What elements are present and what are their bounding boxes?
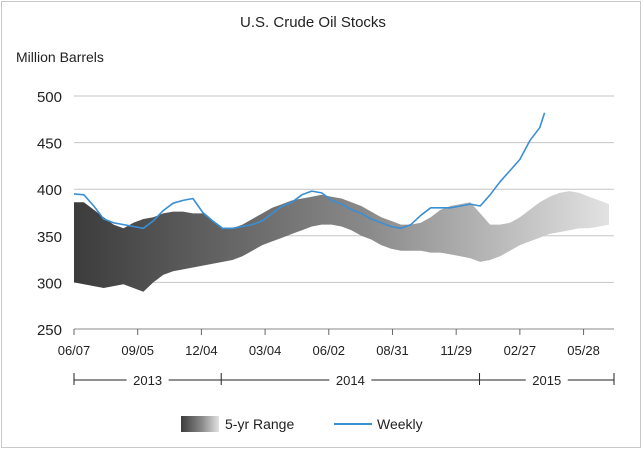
legend: 5-yr Range Weekly <box>181 416 423 432</box>
y-tick-label: 450 <box>37 136 62 153</box>
legend-range-swatch <box>181 416 219 432</box>
year-label: 2014 <box>336 373 365 388</box>
x-axis: 06/07 09/05 12/04 03/04 06/02 08/31 11/29 02/27… <box>58 329 600 358</box>
legend-range-label: 5-yr Range <box>225 416 294 432</box>
chart-title: U.S. Crude Oil Stocks <box>240 14 386 31</box>
y-tick-label: 400 <box>37 182 62 199</box>
x-tick-label: 06/02 <box>313 343 346 358</box>
year-label: 2015 <box>532 373 561 388</box>
x-tick-label: 06/07 <box>58 343 91 358</box>
five-year-range-band <box>74 191 609 292</box>
y-tick-label: 300 <box>37 275 62 292</box>
x-tick-label: 09/05 <box>121 343 154 358</box>
weekly-series-line <box>73 112 546 230</box>
x-tick-label: 08/31 <box>376 343 409 358</box>
plot-area <box>73 112 609 292</box>
y-tick-labels: 500 450 400 350 300 250 <box>37 89 62 339</box>
y-tick-label: 250 <box>37 322 62 339</box>
x-tick-label: 05/28 <box>567 343 600 358</box>
y-tick-label: 500 <box>37 89 62 106</box>
y-tick-label: 350 <box>37 229 62 246</box>
x-tick-label: 03/04 <box>249 343 282 358</box>
year-label: 2013 <box>133 373 162 388</box>
legend-weekly-label: Weekly <box>377 416 423 432</box>
y-axis-label: Million Barrels <box>16 49 104 65</box>
year-axis: 2013 2014 2015 <box>73 373 615 388</box>
x-tick-label: 02/27 <box>504 343 537 358</box>
x-tick-label: 11/29 <box>440 343 472 358</box>
x-tick-label: 12/04 <box>185 343 218 358</box>
